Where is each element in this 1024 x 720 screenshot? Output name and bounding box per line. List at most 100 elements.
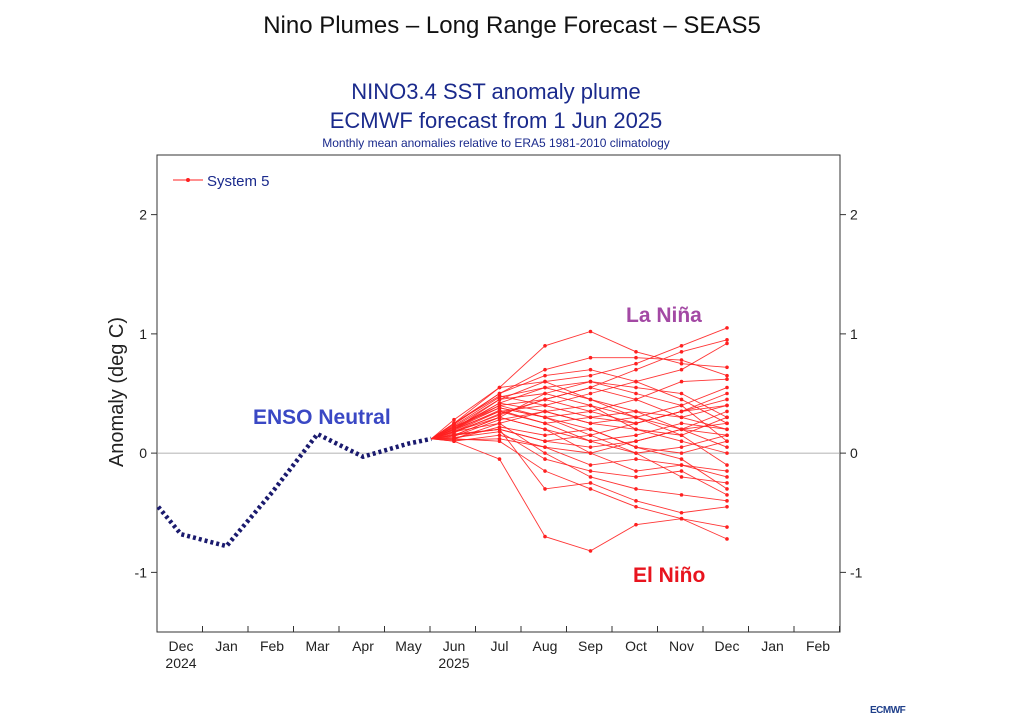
forecast-member-point [543, 421, 547, 426]
forecast-member-point [634, 445, 638, 449]
forecast-member-point [725, 451, 729, 455]
forecast-member-line [430, 381, 728, 466]
x-tick-label: Jun [443, 638, 466, 654]
x-tick-label: Jan [215, 638, 238, 654]
forecast-member-point [497, 391, 502, 396]
forecast-member-line [431, 410, 728, 440]
forecast-member-point [725, 439, 729, 444]
annotation-el-nino: El Niño [633, 564, 705, 587]
forecast-member-point [543, 457, 547, 461]
forecast-member-point [634, 421, 638, 426]
y-axis-label: Anomaly (deg C) [106, 317, 128, 467]
forecast-member-point [725, 525, 729, 529]
forecast-member-point [679, 361, 684, 366]
forecast-member-point [634, 457, 638, 461]
y-tick-label-right: 1 [850, 326, 858, 342]
forecast-member-point [679, 439, 684, 444]
chart-climatology-note: Monthly mean anomalies relative to ERA5 … [322, 136, 670, 150]
forecast-member-point [634, 439, 638, 444]
forecast-member-line [430, 331, 728, 440]
forecast-member-point [588, 475, 593, 479]
forecast-member-point [679, 427, 684, 432]
forecast-member-point [543, 385, 547, 390]
forecast-member-point [497, 429, 502, 434]
ecmwf-logo: ECMWF [870, 705, 906, 716]
forecast-member-point [725, 493, 729, 497]
forecast-member-point [679, 397, 684, 402]
forecast-member-point [679, 475, 684, 479]
forecast-member-point [497, 417, 502, 422]
forecast-member-point [543, 409, 547, 414]
forecast-member-point [725, 326, 729, 330]
forecast-member-point [634, 355, 638, 360]
forecast-member-point [543, 415, 547, 420]
forecast-member-point [588, 409, 593, 414]
forecast-member-point [634, 522, 638, 527]
forecast-member-point [725, 397, 729, 402]
forecast-member-point [634, 367, 638, 372]
forecast-member-point [543, 451, 547, 455]
chart-legend: System 5 [173, 173, 270, 190]
forecast-member-line [431, 438, 728, 552]
forecast-member-point [679, 451, 684, 455]
y-tick-label: 0 [139, 445, 147, 461]
forecast-member-line [431, 402, 728, 442]
forecast-member-point [588, 463, 593, 467]
y-tick-label-right: 2 [850, 207, 858, 223]
forecast-member-point [679, 349, 684, 354]
forecast-member-point [452, 438, 456, 442]
x-tick-label: Feb [806, 638, 830, 654]
legend-label: System 5 [207, 173, 270, 190]
forecast-member-point [497, 408, 502, 412]
forecast-member-point [634, 349, 638, 354]
forecast-member-point [634, 504, 638, 509]
forecast-member-point [679, 457, 684, 461]
forecast-member-point [588, 445, 593, 449]
forecast-member-point [588, 355, 593, 360]
forecast-member-point [497, 421, 502, 426]
forecast-member-point [588, 487, 593, 491]
forecast-member-point [497, 401, 502, 405]
forecast-member-point [543, 439, 547, 444]
forecast-member-point [543, 367, 547, 372]
x-year-label: 2025 [438, 655, 469, 671]
y-tick-label-right: -1 [850, 564, 863, 580]
forecast-member-point [679, 493, 684, 497]
x-tick-label: Jul [491, 638, 509, 654]
x-tick-label: Jan [761, 638, 784, 654]
x-tick-label: May [395, 638, 421, 654]
forecast-member-point [634, 397, 638, 402]
forecast-member-point [679, 516, 684, 521]
x-tick-label: Dec [715, 638, 740, 654]
forecast-member-point [543, 487, 547, 491]
forecast-member-point [679, 344, 684, 348]
forecast-member-point [725, 481, 729, 485]
forecast-member-point [588, 439, 593, 444]
forecast-member-point [588, 397, 593, 402]
x-tick-label: Feb [260, 638, 284, 654]
forecast-member-line [431, 407, 728, 490]
forecast-member-point [725, 445, 729, 449]
forecast-member-point [452, 417, 456, 422]
forecast-member-point [588, 549, 593, 553]
forecast-member-point [588, 373, 593, 378]
forecast-member-point [452, 423, 456, 428]
forecast-member-point [634, 379, 638, 384]
forecast-member-point [634, 361, 638, 366]
forecast-member-point [725, 338, 729, 342]
forecast-member-point [497, 385, 502, 390]
forecast-member-line [431, 381, 728, 440]
forecast-member-point [497, 411, 502, 416]
forecast-member-point [543, 469, 547, 473]
forecast-member-point [588, 403, 593, 408]
forecast-member-point [679, 403, 684, 408]
forecast-member-point [725, 415, 729, 420]
forecast-member-point [725, 504, 729, 509]
forecast-member-line [431, 327, 728, 440]
forecast-member-line [431, 428, 728, 514]
forecast-member-point [725, 427, 729, 432]
forecast-member-point [543, 391, 547, 396]
forecast-member-line [431, 398, 728, 440]
forecast-member-point [543, 397, 547, 402]
